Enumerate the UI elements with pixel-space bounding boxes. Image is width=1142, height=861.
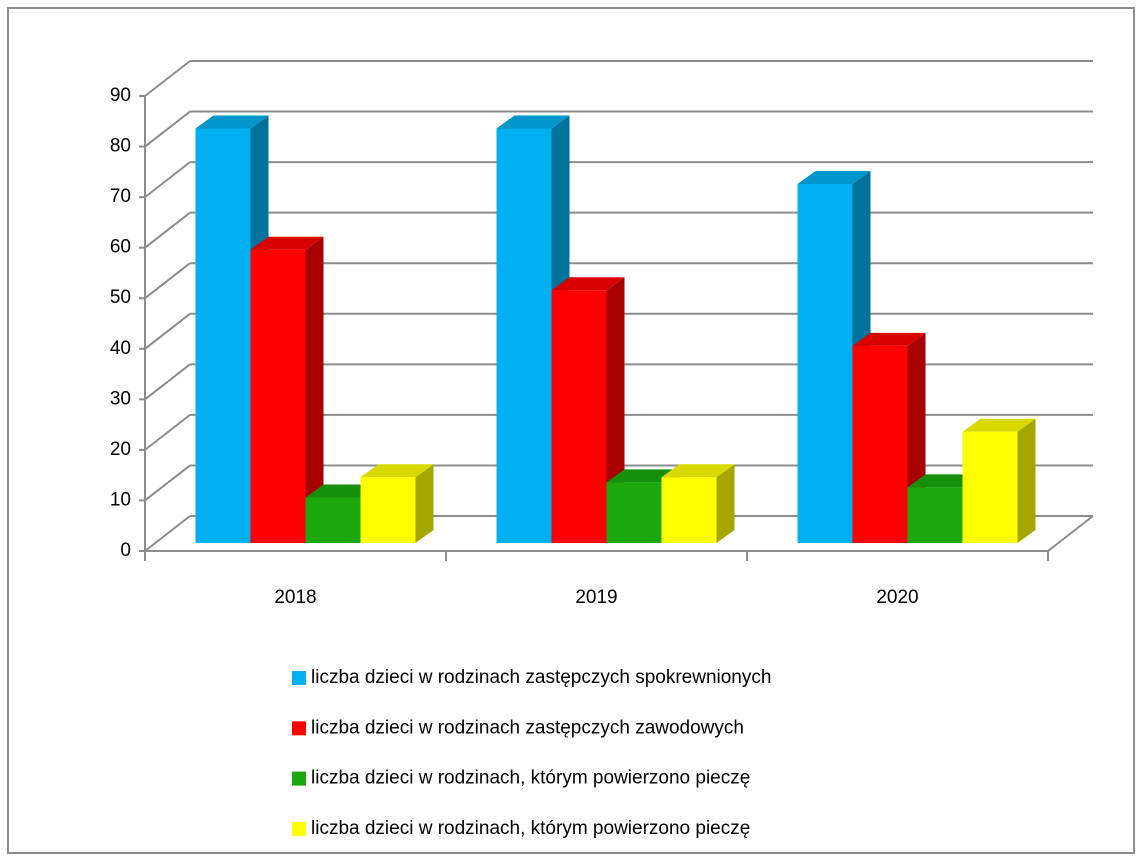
bar bbox=[250, 236, 324, 543]
grid-line bbox=[144, 515, 191, 552]
legend-swatch bbox=[292, 721, 306, 736]
bar-front bbox=[661, 477, 717, 543]
y-tick-label: 70 bbox=[110, 186, 131, 207]
bar-side bbox=[716, 464, 735, 543]
legend-label: liczba dzieci w rodzinach zastępczych sp… bbox=[311, 667, 771, 688]
legend-label: liczba dzieci w rodzinach zastępczych za… bbox=[311, 717, 744, 738]
y-tick-label: 90 bbox=[110, 85, 131, 106]
x-tick-label: 2020 bbox=[876, 587, 918, 608]
bar-side bbox=[415, 464, 434, 543]
bar-top bbox=[907, 474, 981, 488]
legend-swatch bbox=[292, 771, 306, 786]
grid-line bbox=[144, 211, 191, 249]
bar-top bbox=[852, 332, 926, 346]
bar-front bbox=[606, 482, 662, 543]
bar-front bbox=[496, 128, 552, 543]
legend-swatch bbox=[292, 821, 306, 836]
y-tick-label: 80 bbox=[110, 136, 131, 157]
bar bbox=[962, 418, 1036, 543]
bar bbox=[360, 464, 434, 543]
grid-line bbox=[144, 161, 191, 198]
legend-swatch bbox=[292, 671, 306, 685]
bar-front bbox=[797, 184, 853, 544]
bar-top bbox=[797, 171, 871, 185]
bar-top bbox=[360, 464, 434, 478]
y-tick-label: 50 bbox=[110, 287, 131, 308]
y-tick-label: 0 bbox=[120, 540, 131, 561]
bar-front bbox=[360, 477, 416, 543]
x-tick-label: 2018 bbox=[274, 587, 316, 608]
bar-top bbox=[661, 464, 735, 478]
grid-line bbox=[144, 363, 191, 401]
grid-line bbox=[144, 110, 191, 148]
bar-top bbox=[195, 115, 269, 129]
y-tick-label: 10 bbox=[110, 489, 131, 510]
bar-side bbox=[305, 236, 324, 543]
bar bbox=[661, 464, 735, 543]
y-tick-label: 60 bbox=[110, 237, 131, 258]
bar-front bbox=[305, 497, 361, 543]
bar-top bbox=[551, 277, 625, 291]
bar-front bbox=[907, 487, 963, 543]
bar-front bbox=[551, 290, 607, 543]
bar-front bbox=[852, 345, 908, 543]
grid-line bbox=[144, 312, 191, 350]
bar-top bbox=[606, 469, 680, 483]
legend-label: liczba dzieci w rodzinach, którym powier… bbox=[311, 818, 750, 839]
grid-line bbox=[144, 464, 191, 502]
grid-line bbox=[144, 262, 191, 300]
bar-top bbox=[305, 484, 379, 498]
bar-front bbox=[250, 249, 306, 543]
legend-label: liczba dzieci w rodzinach, którym powier… bbox=[311, 768, 750, 789]
y-tick-label: 40 bbox=[110, 338, 131, 359]
bar-front bbox=[195, 128, 251, 543]
bar-top bbox=[250, 236, 324, 250]
grid-line bbox=[144, 60, 191, 97]
bar-side bbox=[1017, 418, 1036, 543]
y-tick-label: 20 bbox=[110, 439, 131, 460]
floor-edge bbox=[1047, 515, 1094, 552]
bar-top bbox=[496, 115, 570, 129]
grid-line bbox=[144, 414, 191, 451]
x-tick-label: 2019 bbox=[575, 587, 617, 608]
bar-top bbox=[962, 418, 1036, 432]
bar-front bbox=[962, 431, 1018, 543]
y-tick-label: 30 bbox=[110, 388, 131, 409]
